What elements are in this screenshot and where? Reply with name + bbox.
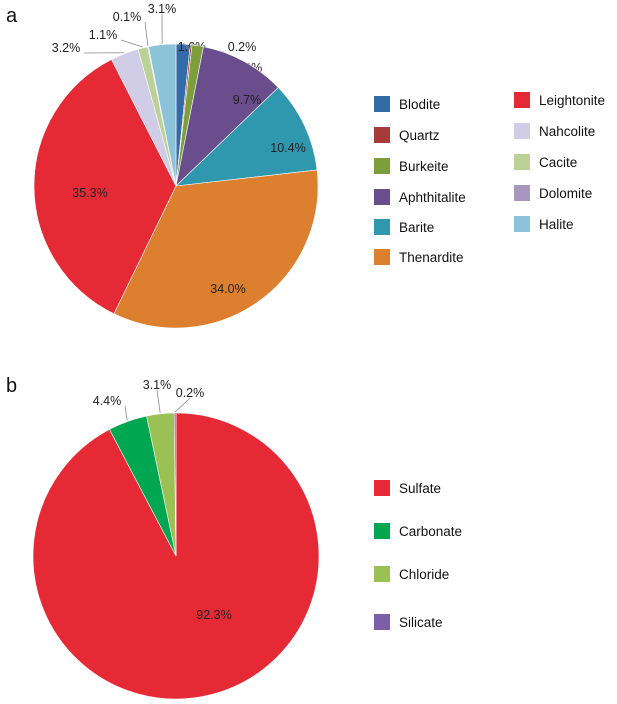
pie-b: b 92.3% Sulfate 4.4% Carbonate 3.1% Chloride 0.… [6, 375, 462, 700]
legend-swatch [514, 123, 530, 139]
legend-label: Silicate [399, 615, 443, 630]
data-label: 35.3% [72, 186, 107, 200]
pie-a: a1.6%Blodite0.2%Quartz1.3%Burkeite9.7%Ap… [6, 2, 605, 329]
legend-label: Chloride [399, 567, 449, 582]
leader-line [144, 21, 149, 46]
legend-swatch [374, 219, 390, 235]
data-label: 10.4% [270, 141, 305, 155]
legend-swatch [374, 158, 390, 174]
legend-swatch [374, 96, 390, 112]
legend-swatch [374, 614, 390, 630]
legend-swatch [374, 523, 390, 539]
data-label: 3.1% [148, 2, 177, 16]
legend-label: Burkeite [399, 159, 449, 174]
data-label: 92.3% [196, 608, 231, 622]
legend-label: Sulfate [399, 481, 441, 496]
leader-line [120, 39, 143, 48]
slice-halite [148, 43, 177, 187]
slice-leightonite [33, 59, 177, 315]
legend-label: Quartz [399, 128, 440, 143]
leader-line [156, 389, 161, 413]
legend-swatch [514, 185, 530, 201]
data-label: 3.2% [52, 41, 81, 55]
legend-label: Leightonite [539, 93, 605, 108]
slice-barite [175, 87, 318, 187]
legend-label: Carbonate [399, 524, 462, 539]
legend-label: Halite [539, 217, 574, 232]
data-label: 0.2% [176, 386, 205, 400]
data-label: 0.1% [113, 10, 142, 24]
legend-label: Barite [399, 220, 434, 235]
legend-swatch [514, 216, 530, 232]
data-label: 9.7% [233, 93, 262, 107]
panel-label: b [6, 375, 17, 397]
legend-swatch [514, 154, 530, 170]
data-label: 0.2% [228, 40, 257, 54]
legend-label: Dolomite [539, 186, 592, 201]
legend-swatch [514, 92, 530, 108]
legend-label: Thenardite [399, 250, 464, 265]
data-label: 34.0% [210, 282, 245, 296]
leader-line [174, 397, 191, 413]
legend-swatch [374, 480, 390, 496]
legend-label: Blodite [399, 97, 440, 112]
legend-swatch [374, 249, 390, 265]
data-label: 4.4% [93, 394, 122, 408]
leader-line [124, 405, 128, 421]
legend-swatch [374, 127, 390, 143]
legend-label: Cacite [539, 155, 577, 170]
legend-label: Nahcolite [539, 124, 595, 139]
slice-silicate [173, 412, 177, 557]
legend-swatch [374, 566, 390, 582]
data-label: 1.1% [89, 28, 118, 42]
data-label: 3.1% [143, 378, 172, 392]
legend-label: Aphthitalite [399, 190, 466, 205]
slice-thenardite [113, 169, 319, 329]
slice-aphthitalite [175, 46, 279, 187]
legend-swatch [374, 189, 390, 205]
panel-label: a [6, 5, 18, 27]
